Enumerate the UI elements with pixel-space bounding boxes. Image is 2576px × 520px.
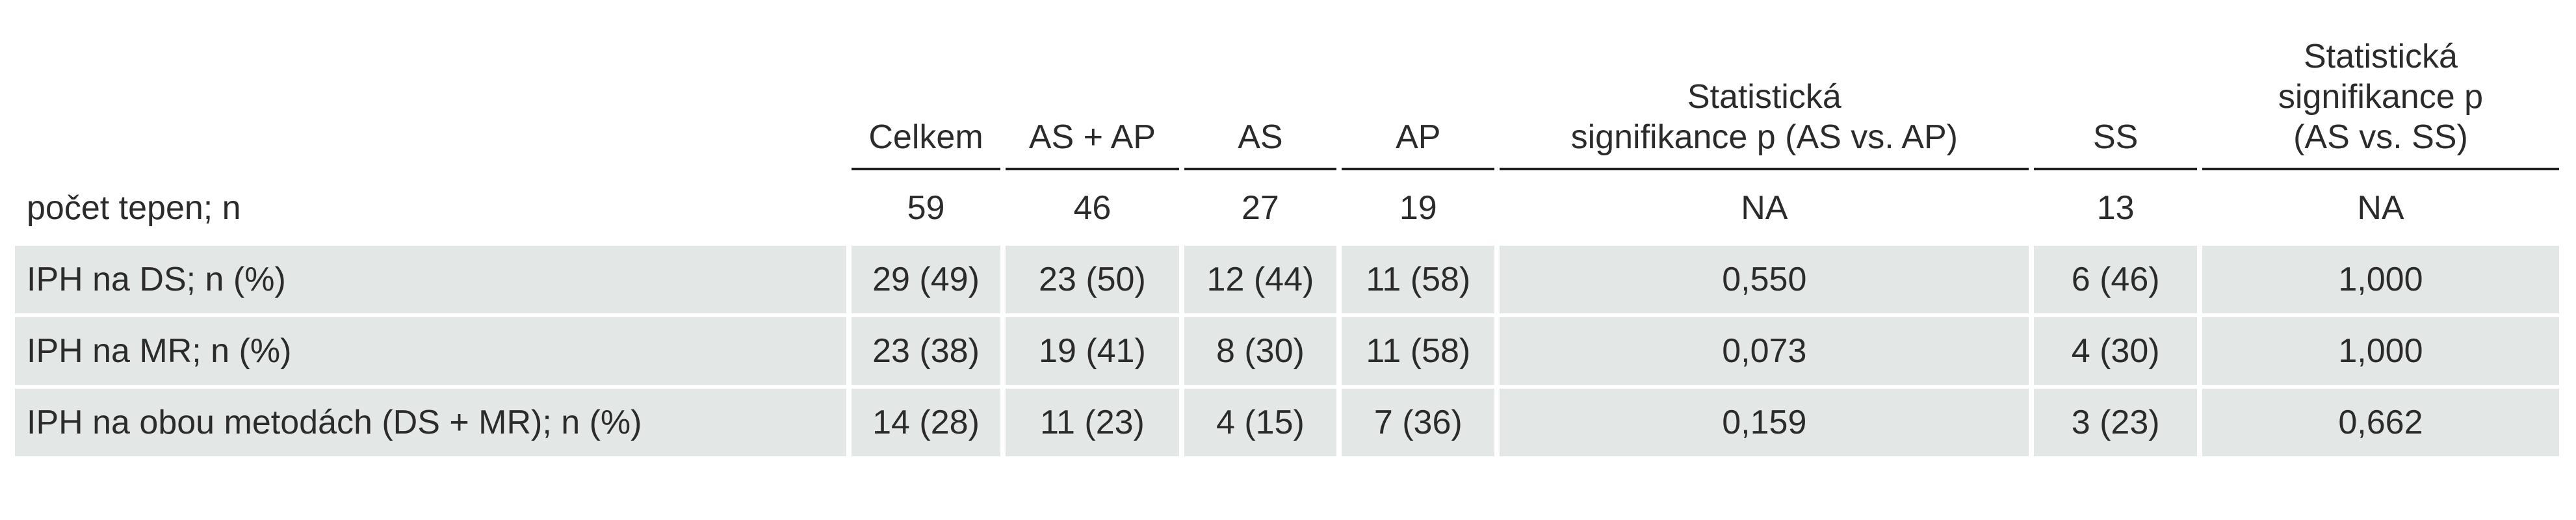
cell-as-ap: 11 (23) bbox=[1006, 389, 1179, 456]
header-celkem: Celkem bbox=[851, 36, 1001, 170]
cell-celkem: 14 (28) bbox=[851, 389, 1001, 456]
cell-p-as-vs-ap: 0,073 bbox=[1500, 317, 2029, 385]
header-as-ap: AS + AP bbox=[1006, 36, 1179, 170]
cell-p-as-vs-ap: NA bbox=[1741, 189, 1788, 227]
results-table: Celkem AS + AP AS AP Statistická signifi… bbox=[10, 32, 2564, 460]
row-label: IPH na MR; n (%) bbox=[15, 317, 846, 385]
header-empty bbox=[15, 36, 846, 170]
cell-as-ap: 19 (41) bbox=[1006, 317, 1179, 385]
cell-p-as-vs-ss: 1,000 bbox=[2202, 317, 2559, 385]
cell-celkem: 29 (49) bbox=[851, 246, 1001, 313]
header-as: AS bbox=[1184, 36, 1337, 170]
cell-p-as-vs-ap: 0,550 bbox=[1500, 246, 2029, 313]
cell-as-ap: 23 (50) bbox=[1006, 246, 1179, 313]
header-p-as-vs-ap: Statistická signifikance p (AS vs. AP) bbox=[1500, 36, 2029, 170]
cell-celkem: 23 (38) bbox=[851, 317, 1001, 385]
cell-p-as-vs-ss: NA bbox=[2357, 189, 2404, 227]
cell-ap: 11 (58) bbox=[1342, 317, 1495, 385]
table-row-pocet-tepen: počet tepen; n 59 46 27 19 NA 13 NA bbox=[15, 174, 2559, 242]
table-row-iph-mr: IPH na MR; n (%) 23 (38) 19 (41) 8 (30) … bbox=[15, 317, 2559, 385]
cell-p-as-vs-ss: 0,662 bbox=[2202, 389, 2559, 456]
header-p1-line-2: signifikance p (AS vs. AP) bbox=[1570, 118, 1958, 156]
cell-ss: 4 (30) bbox=[2034, 317, 2197, 385]
cell-as: 12 (44) bbox=[1184, 246, 1337, 313]
cell-as-ap: 46 bbox=[1073, 189, 1112, 227]
header-p2-line-1: Statistická bbox=[2303, 38, 2458, 75]
cell-ap: 11 (58) bbox=[1342, 246, 1495, 313]
header-p2-line-2: signifikance p bbox=[2278, 78, 2483, 116]
table-row-iph-ds: IPH na DS; n (%) 29 (49) 23 (50) 12 (44)… bbox=[15, 246, 2559, 313]
cell-as: 27 bbox=[1242, 189, 1279, 227]
cell-as: 4 (15) bbox=[1184, 389, 1337, 456]
row-label: IPH na DS; n (%) bbox=[15, 246, 846, 313]
cell-ss: 3 (23) bbox=[2034, 389, 2197, 456]
header-ap: AP bbox=[1342, 36, 1495, 170]
cell-p-as-vs-ss: 1,000 bbox=[2202, 246, 2559, 313]
header-ss: SS bbox=[2034, 36, 2197, 170]
cell-ss: 6 (46) bbox=[2034, 246, 2197, 313]
cell-ap: 19 bbox=[1399, 189, 1437, 227]
header-row: Celkem AS + AP AS AP Statistická signifi… bbox=[15, 36, 2559, 170]
row-label: IPH na obou metodách (DS + MR); n (%) bbox=[15, 389, 846, 456]
header-p2-line-3: (AS vs. SS) bbox=[2293, 118, 2468, 156]
cell-ss: 13 bbox=[2096, 189, 2135, 227]
row-label: počet tepen; n bbox=[27, 189, 241, 227]
header-p-as-vs-ss: Statistická signifikance p (AS vs. SS) bbox=[2202, 36, 2559, 170]
cell-p-as-vs-ap: 0,159 bbox=[1500, 389, 2029, 456]
cell-ap: 7 (36) bbox=[1342, 389, 1495, 456]
cell-celkem: 59 bbox=[907, 189, 945, 227]
table-row-iph-both: IPH na obou metodách (DS + MR); n (%) 14… bbox=[15, 389, 2559, 456]
header-p1-line-1: Statistická bbox=[1687, 78, 1841, 116]
cell-as: 8 (30) bbox=[1184, 317, 1337, 385]
